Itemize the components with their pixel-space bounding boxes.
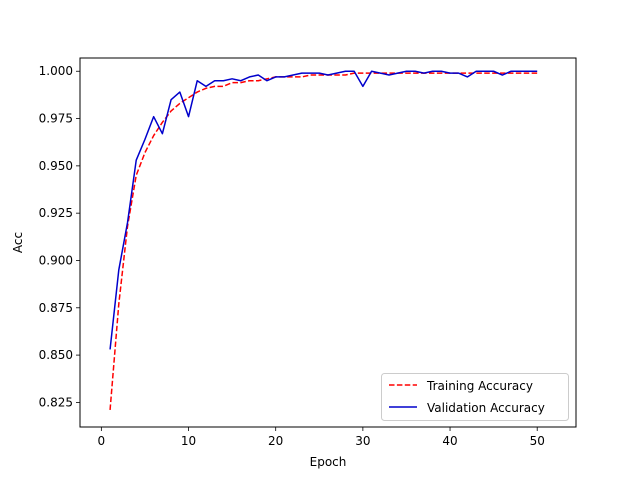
y-tick-label: 0.825: [39, 395, 73, 409]
x-tick-label: 10: [181, 434, 196, 448]
validation-accuracy-line: [109, 70, 538, 350]
legend-box: [381, 373, 569, 421]
x-tick-label: 50: [530, 434, 545, 448]
training-accuracy-line: [109, 72, 538, 411]
legend: Training Accuracy Validation Accuracy: [381, 373, 569, 421]
x-axis-ticks: 0 10 20 30 40 50: [98, 427, 545, 448]
legend-label-validation: Validation Accuracy: [427, 401, 545, 415]
x-tick-label: 20: [268, 434, 283, 448]
y-tick-label: 1.000: [39, 64, 73, 78]
y-tick-label: 0.925: [39, 206, 73, 220]
y-tick-label: 0.850: [39, 348, 73, 362]
x-tick-label: 0: [98, 434, 106, 448]
x-tick-label: 40: [442, 434, 457, 448]
legend-label-training: Training Accuracy: [426, 379, 533, 393]
y-axis-label: Acc: [11, 232, 25, 253]
y-tick-label: 0.900: [39, 253, 73, 267]
series-layer: [109, 70, 538, 411]
plot-area: [80, 58, 576, 427]
x-axis-label: Epoch: [310, 455, 347, 469]
y-tick-label: 0.975: [39, 112, 73, 126]
y-tick-label: 0.950: [39, 159, 73, 173]
x-tick-label: 30: [355, 434, 370, 448]
y-tick-label: 0.875: [39, 301, 73, 315]
y-axis-ticks: 0.825 0.850 0.875 0.900 0.925 0.950 0.975 1.000: [39, 64, 80, 409]
axes-frame: [79, 57, 577, 428]
